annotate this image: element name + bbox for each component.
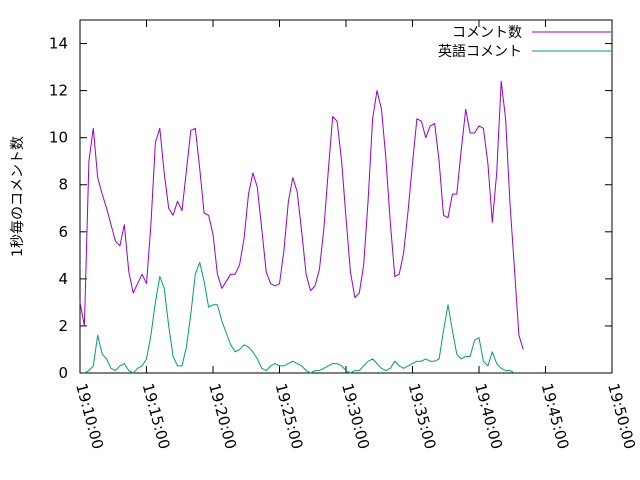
y-tick-label: 6 — [58, 223, 68, 241]
y-tick-label: 4 — [58, 270, 68, 288]
y-axis-label: 1秒毎のコメント数 — [10, 136, 26, 257]
y-tick-label: 10 — [49, 129, 68, 147]
legend-label-1: 英語コメント — [438, 43, 522, 60]
legend-label-0: コメント数 — [452, 25, 522, 41]
series-layer — [79, 80, 524, 374]
series-line-1 — [84, 261, 515, 374]
y-tick-label: 14 — [49, 35, 68, 53]
y-tick-label: 12 — [49, 82, 68, 100]
y-tick-label: 0 — [58, 364, 68, 382]
y-tick-label: 2 — [58, 317, 68, 335]
series-line-0 — [79, 80, 524, 350]
plot-frame — [79, 19, 613, 374]
tick-marks — [79, 20, 613, 374]
y-tick-label: 8 — [58, 176, 68, 194]
